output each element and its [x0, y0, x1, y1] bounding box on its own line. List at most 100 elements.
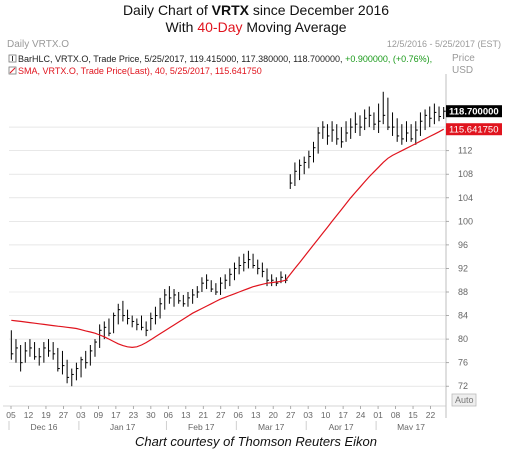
y-tick-label: 108 [458, 169, 473, 179]
x-day-label: 03 [76, 410, 86, 420]
price-bar [387, 97, 390, 131]
x-day-label: 30 [146, 410, 156, 420]
price-bar [48, 339, 51, 357]
price-bar [396, 118, 400, 142]
price-bar [438, 106, 442, 122]
price-bar [424, 109, 428, 131]
x-day-label: 17 [111, 410, 121, 420]
price-bar [271, 274, 274, 287]
price-bar [210, 280, 214, 292]
axis-title-price: Price [452, 53, 475, 64]
price-bar [34, 342, 37, 360]
legend: BarHLC, VRTX.O, Trade Price, 5/25/2017, … [8, 54, 432, 76]
price-bar [243, 253, 246, 272]
price-bar [20, 345, 23, 372]
price-bar [89, 345, 93, 366]
price-bar [113, 312, 116, 334]
price-bar [303, 156, 307, 175]
x-month-label: Mar 17 [258, 422, 285, 430]
axis-title-usd: USD [452, 65, 473, 76]
sma-price-tag: 115.641750 [446, 123, 502, 136]
chart-panel: 72768084889296100104108112116 0512192703… [3, 38, 505, 432]
price-bar [38, 347, 42, 366]
price-bar [154, 306, 158, 325]
x-day-label: 06 [234, 410, 244, 420]
price-bar [192, 289, 195, 304]
price-bar [131, 315, 135, 328]
x-day-label: 10 [321, 410, 331, 420]
price-bar [159, 297, 163, 319]
x-day-label: 03 [303, 410, 313, 420]
last-price-tag-text: 118.700000 [449, 107, 499, 118]
price-bar [326, 124, 330, 145]
price-bar [429, 106, 432, 128]
price-bar [66, 359, 70, 384]
y-tick-label: 96 [458, 240, 468, 250]
price-bar [127, 309, 130, 325]
x-day-label: 15 [408, 410, 418, 420]
y-tick-label: 100 [458, 216, 473, 226]
price-bar [317, 127, 321, 154]
price-bar [71, 368, 74, 387]
y-tick-label: 80 [458, 334, 468, 344]
price-bar [164, 289, 167, 310]
price-bar [80, 356, 84, 378]
x-day-label: 23 [129, 410, 139, 420]
chart-background [3, 38, 505, 430]
sma-price-tag-text: 115.641750 [449, 125, 499, 136]
price-bar [15, 339, 18, 363]
y-tick-label: 104 [458, 193, 473, 203]
subtitle-suffix: Moving Average [242, 19, 347, 35]
price-chart[interactable]: 72768084889296100104108112116 0512192703… [3, 38, 505, 432]
price-bar [43, 342, 46, 363]
price-bar [294, 162, 297, 186]
price-bar [322, 121, 325, 139]
price-bar [405, 121, 409, 142]
price-bar [168, 286, 172, 304]
price-bar [178, 292, 181, 304]
legend-bar-icon [8, 54, 17, 63]
x-day-label: 27 [59, 410, 69, 420]
price-bar [201, 277, 204, 292]
y-tick-label: 88 [458, 287, 468, 297]
price-bar [443, 107, 446, 119]
price-bar [364, 109, 367, 131]
chart-caption: Chart courtesy of Thomson Reuters Eikon [134, 434, 378, 449]
y-tick-label: 112 [458, 146, 472, 156]
x-day-label: 19 [41, 410, 51, 420]
price-bar [206, 274, 209, 290]
y-tick-label: 92 [458, 263, 468, 273]
auto-scale-label: Auto [455, 395, 474, 405]
x-day-label: 13 [181, 410, 191, 420]
x-day-label: 08 [391, 410, 401, 420]
title-ticker: VRTX [211, 2, 249, 18]
price-bar [350, 118, 353, 139]
auto-scale-button[interactable] [451, 393, 477, 407]
price-bar [382, 91, 386, 125]
legend-bar-values: BarHLC, VRTX.O, Trade Price, 5/25/2017, … [18, 54, 343, 64]
sma-line [11, 128, 444, 349]
price-bar [345, 121, 349, 142]
price-bar [224, 274, 228, 290]
price-bar [415, 121, 418, 145]
price-bar [331, 121, 335, 142]
price-bar [29, 339, 32, 357]
price-bar [233, 262, 237, 281]
price-bar [257, 259, 260, 275]
price-bar [220, 277, 223, 295]
legend-sma-icon [8, 66, 17, 75]
x-month-label: Jan 17 [110, 422, 136, 430]
price-bar [145, 321, 149, 337]
price-bar [24, 342, 28, 363]
price-bar [373, 112, 376, 131]
price-bar [247, 250, 251, 269]
price-bars [10, 91, 446, 387]
x-day-label: 20 [268, 410, 278, 420]
x-day-label: 13 [251, 410, 261, 420]
x-month-label: May 17 [397, 422, 425, 430]
price-bar [433, 103, 437, 125]
x-day-label: 22 [426, 410, 436, 420]
price-bar [299, 159, 302, 181]
chart-subtitle: With 40-Day Moving Average [0, 19, 512, 35]
x-month-label: Dec 16 [30, 422, 57, 430]
